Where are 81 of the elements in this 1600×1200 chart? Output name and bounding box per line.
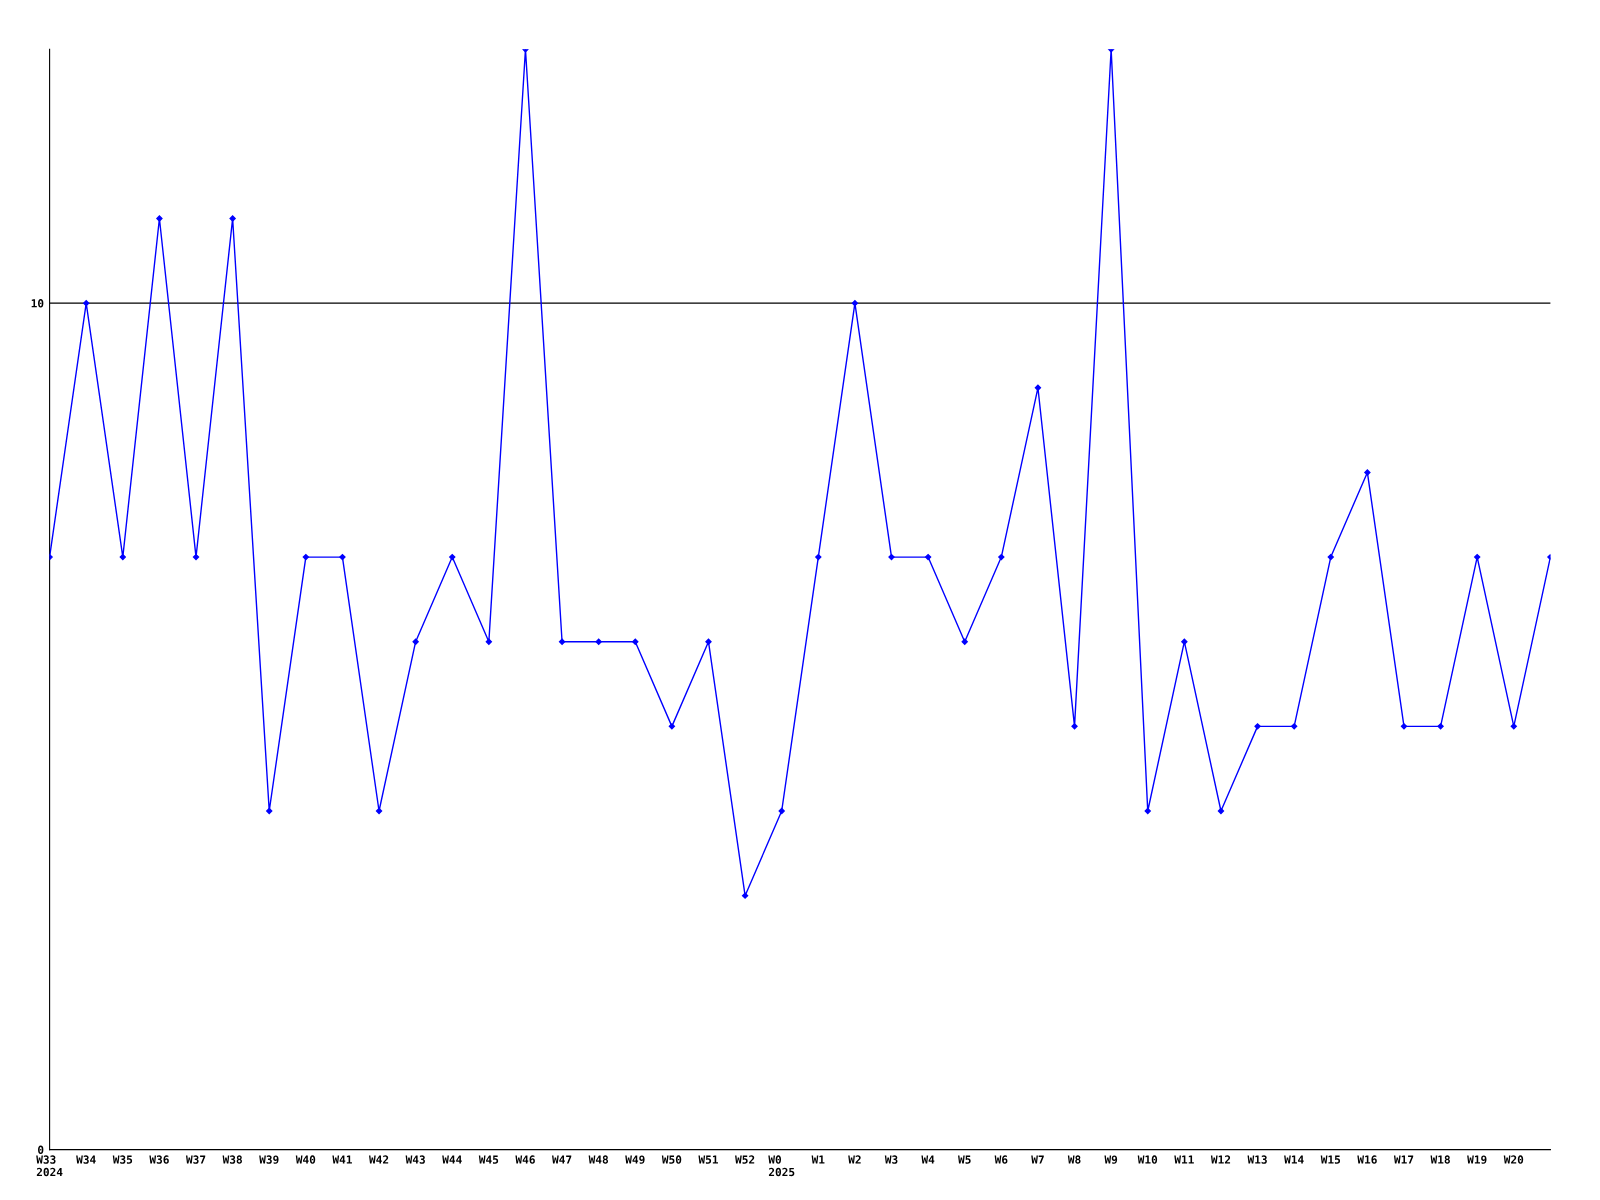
y-tick-label: 0 — [38, 1145, 44, 1154]
point — [156, 215, 163, 222]
x-tick-label: W41 — [332, 1155, 352, 1164]
x-tick-label: W15 — [1320, 1155, 1341, 1164]
point — [705, 638, 712, 645]
x-tick-label: W17 — [1393, 1155, 1414, 1164]
x-tick-label: W13 — [1247, 1155, 1267, 1164]
x-tick-label: W5 — [958, 1155, 971, 1164]
x-tick-label: W38 — [222, 1155, 242, 1164]
point — [888, 553, 895, 561]
point — [266, 807, 273, 815]
x-tick-label: W46 — [515, 1155, 535, 1164]
x-tick-label: W12 — [1210, 1155, 1231, 1164]
point — [1364, 469, 1371, 476]
point — [229, 215, 236, 222]
point — [119, 553, 126, 561]
x-tick-label: W37 — [185, 1155, 206, 1164]
x-tick-label: W2 — [848, 1155, 861, 1164]
point — [1034, 384, 1042, 391]
x-tick-label: W49 — [625, 1155, 645, 1164]
x-tick-label: W1 — [811, 1155, 825, 1164]
x-tick-label: W10 — [1137, 1155, 1158, 1164]
point — [998, 553, 1005, 561]
x-tick-label: W45 — [478, 1155, 499, 1164]
point — [302, 553, 309, 561]
point — [924, 553, 932, 561]
point — [1474, 553, 1481, 561]
point — [1071, 723, 1078, 730]
point — [412, 638, 419, 645]
point — [1291, 723, 1298, 730]
x-tick-label: W14 — [1284, 1155, 1304, 1164]
point — [83, 299, 90, 307]
x-tick-label: W9 — [1104, 1155, 1118, 1164]
x-tick-label: W3 — [884, 1155, 898, 1164]
point — [558, 638, 566, 645]
point — [339, 553, 346, 561]
point — [961, 638, 968, 645]
x-tick-label: W11 — [1174, 1155, 1194, 1164]
x-tick-label: W35 — [112, 1155, 133, 1164]
point — [1217, 807, 1225, 815]
x-tick-label: W42 — [369, 1155, 389, 1164]
x-tick-label: W4 — [921, 1155, 935, 1164]
point — [192, 553, 200, 561]
x-tick-label: W6 — [994, 1155, 1008, 1164]
x-tick-label: W39 — [259, 1155, 279, 1164]
point — [485, 638, 493, 645]
x-tick-label: W48 — [588, 1155, 609, 1164]
x-tick-label: W34 — [76, 1155, 96, 1164]
x-tick-label: W51 — [698, 1155, 718, 1164]
x-tick-label: W52 — [735, 1155, 755, 1164]
x-tick-label: W33 2024 — [36, 1155, 63, 1177]
y-tick-label: 10 — [31, 299, 44, 308]
x-tick-label: W0 2025 — [768, 1155, 795, 1177]
x-tick-label: W50 — [661, 1155, 682, 1164]
point — [1510, 723, 1517, 730]
point — [668, 723, 676, 730]
x-tick-label: W43 — [405, 1155, 425, 1164]
x-tick-label: W16 — [1357, 1155, 1377, 1164]
point — [632, 638, 639, 645]
point — [815, 553, 822, 561]
point — [741, 892, 749, 899]
point — [449, 553, 456, 561]
x-tick-label: W8 — [1067, 1155, 1081, 1164]
x-tick-label: W40 — [295, 1155, 316, 1164]
point — [1254, 723, 1261, 730]
x-tick-label: W7 — [1031, 1155, 1044, 1164]
point — [375, 807, 383, 815]
point — [1181, 638, 1188, 645]
point — [1437, 723, 1444, 730]
x-tick-label: W20 — [1503, 1155, 1524, 1164]
x-tick-label: W44 — [442, 1155, 462, 1164]
x-tick-label: W19 — [1467, 1155, 1487, 1164]
x-tick-label: W18 — [1430, 1155, 1450, 1164]
x-tick-label: W36 — [149, 1155, 169, 1164]
point — [1144, 807, 1151, 815]
point — [1327, 553, 1334, 561]
point — [778, 807, 785, 815]
point — [595, 638, 602, 645]
point — [1400, 723, 1408, 730]
x-tick-label: W47 — [552, 1155, 572, 1164]
point — [851, 299, 859, 307]
